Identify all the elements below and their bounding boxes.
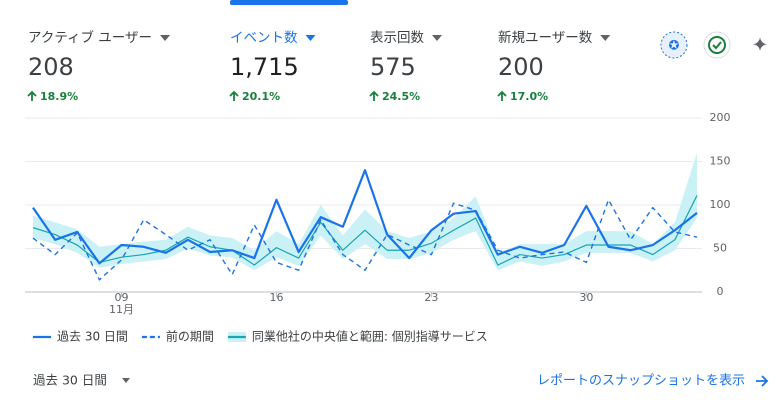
up-arrow	[27, 90, 37, 101]
status-ring	[708, 36, 726, 54]
benchmark-range	[33, 152, 697, 271]
metric-change: 24.5%	[382, 90, 420, 103]
dropdown-arrow	[305, 35, 316, 41]
y-tick-label: 50	[713, 242, 727, 255]
sparkle-icon[interactable]: ✦	[752, 33, 769, 57]
metric-change: 17.0%	[510, 90, 548, 103]
up-arrow	[497, 90, 507, 101]
x-tick-label: 23	[424, 291, 438, 304]
metric-label: 新規ユーザー数	[498, 30, 593, 46]
status-icon[interactable]	[703, 31, 731, 59]
metric-value: 200	[498, 53, 544, 81]
icons: ✪ ✦	[660, 31, 769, 59]
x-sublabel: 11月	[109, 303, 134, 316]
up-arrow	[229, 90, 239, 101]
legend-label: 同業他社の中央値と範囲: 個別指導サービス	[252, 329, 488, 344]
y-tick-label: 200	[710, 111, 731, 124]
legend-label: 前の期間	[166, 329, 214, 344]
metric-label: 表示回数	[370, 30, 424, 46]
metric-value: 575	[370, 53, 416, 81]
x-tick-label: 09	[115, 291, 129, 304]
up-arrow	[369, 90, 379, 101]
status-check	[712, 41, 722, 50]
metric-change: 20.1%	[242, 90, 280, 103]
metric-value: 1,715	[230, 53, 299, 81]
dropdown-arrow	[600, 35, 611, 41]
link-arrow	[756, 375, 769, 387]
series-line	[32, 199, 698, 281]
metric-tab[interactable]: イベント数 1,715 20.1%	[229, 30, 316, 103]
y-tick-label: 150	[710, 155, 731, 168]
dropdown-arrow	[122, 378, 130, 383]
metric-tab[interactable]: アクティブ ユーザー 208 18.9%	[27, 29, 171, 103]
metric-value: 208	[28, 53, 74, 81]
y-tick-label: 100	[710, 198, 731, 211]
insight-icon[interactable]	[660, 31, 688, 59]
metric-label: イベント数	[230, 30, 298, 46]
x-tick-label: 16	[269, 291, 283, 304]
insight-glyph: ✪	[669, 39, 680, 54]
series-line	[32, 195, 698, 266]
dropdown-arrow	[432, 35, 442, 41]
series-line	[32, 169, 698, 265]
metric-tab[interactable]: 表示回数 575 24.5%	[369, 30, 442, 103]
period-selector[interactable]: 過去 30 日間	[33, 373, 107, 388]
x-tick-label: 30	[579, 291, 593, 304]
legend-label: 過去 30 日間	[57, 330, 128, 344]
y-tick-label: 0	[717, 285, 724, 298]
metric-label: アクティブ ユーザー	[28, 29, 152, 46]
active-tab-indicator	[230, 0, 348, 5]
dropdown-arrow	[160, 35, 171, 41]
metric-tab[interactable]: 新規ユーザー数 200 17.0%	[497, 30, 611, 103]
metric-change: 18.9%	[40, 90, 78, 103]
snapshot-link[interactable]: レポートのスナップショットを表示	[537, 374, 745, 389]
